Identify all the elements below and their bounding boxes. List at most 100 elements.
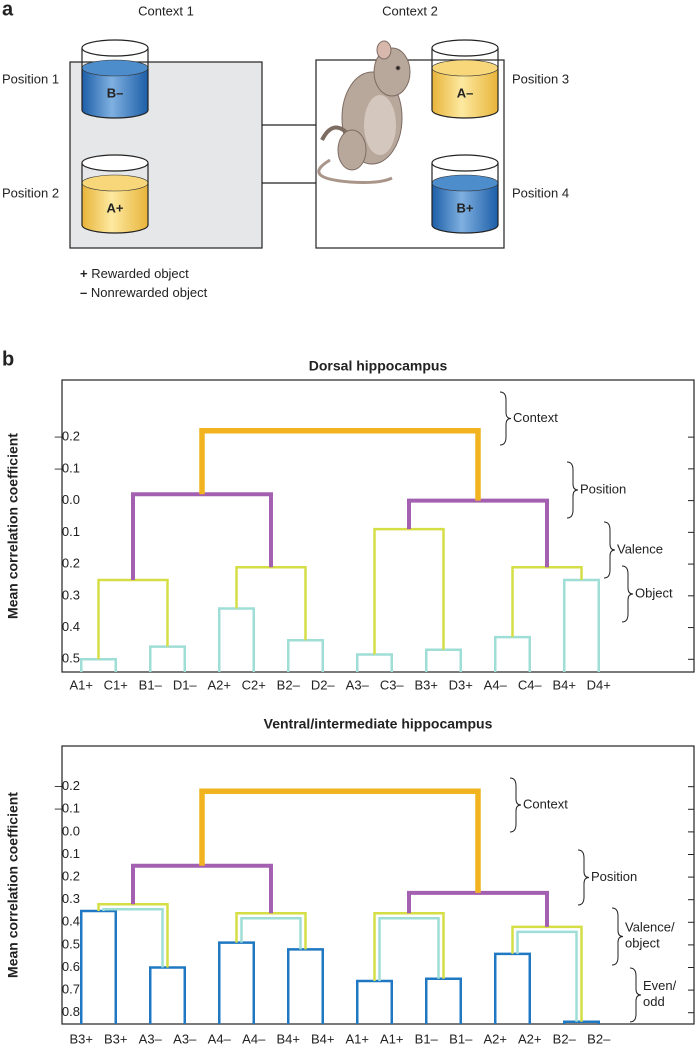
cup-liquid	[82, 183, 148, 233]
cup-liquid-top	[431, 174, 499, 192]
y-tick-label: –0.1	[55, 460, 80, 475]
dendrogram-link	[218, 607, 255, 672]
panel-label: a	[2, 0, 14, 20]
annotation: Context	[513, 410, 558, 425]
dendrogram-link	[373, 527, 445, 655]
annotation-brace	[499, 391, 512, 446]
leaf-label: D4+	[587, 677, 611, 692]
leaf-label: A4–	[484, 677, 508, 692]
leaf-label: A1+	[380, 1031, 404, 1046]
legend-symbol: +	[80, 266, 88, 281]
leaf-label: B1–	[139, 677, 163, 692]
cup-rim	[81, 154, 149, 172]
position-label: Position 2	[2, 185, 59, 200]
leaf-label: B4+	[277, 1031, 301, 1046]
object-label: A+	[107, 200, 124, 215]
leaf-label: A2+	[518, 1031, 542, 1046]
y-tick-label: 0.0	[62, 823, 80, 838]
y-tick-label: 0.4	[62, 914, 80, 929]
dendrogram-link	[511, 566, 583, 638]
dendrogram-link	[131, 863, 273, 914]
leaf-label: B1–	[415, 1031, 439, 1046]
dendrogram-link	[356, 653, 393, 672]
leaf-label: B4+	[311, 1031, 335, 1046]
plot-frame	[61, 745, 695, 1025]
leaf-label: B3+	[70, 1031, 94, 1046]
cup-outline	[431, 163, 499, 234]
leaf-label: A3–	[139, 1031, 163, 1046]
dendrogram-link	[494, 635, 531, 672]
cup-liquid-top	[431, 59, 499, 77]
y-tick-label: 0.3	[62, 891, 80, 906]
y-tick-label: 0.7	[62, 982, 80, 997]
y-axis-title: Mean correlation coefficient	[5, 433, 21, 619]
cup-rim	[81, 39, 149, 57]
annotation-brace	[566, 461, 579, 519]
dendrogram-link	[97, 578, 169, 660]
leaf-label: A1+	[346, 1031, 370, 1046]
y-tick-label: 0.8	[62, 1004, 80, 1019]
legend-entry: – Nonrewarded object	[80, 285, 208, 300]
dendrogram-link	[356, 979, 393, 1024]
cup-liquid-top	[81, 59, 149, 77]
y-tick-label: 0.1	[62, 524, 80, 539]
dendrogram-link	[131, 492, 273, 580]
dendrogram-link	[563, 578, 600, 672]
leaf-label: B2–	[587, 1031, 611, 1046]
cup-liquid	[82, 68, 148, 118]
annotation-brace	[621, 565, 634, 623]
annotation: Position	[580, 481, 626, 496]
annotation: Valence	[617, 541, 663, 556]
dendrogram-link	[407, 498, 549, 568]
leaf-label: A3–	[173, 1031, 197, 1046]
leaf-label: A1+	[70, 677, 94, 692]
y-tick-label: 0.4	[62, 619, 80, 634]
legend-symbol: –	[80, 285, 87, 300]
leaf-label: A4–	[242, 1031, 266, 1046]
y-tick-label: –0.1	[55, 801, 80, 816]
leaf-label: B2–	[277, 677, 301, 692]
legend-text: Rewarded object	[91, 266, 189, 281]
dendrogram-link	[218, 941, 255, 1024]
position-label: Position 4	[512, 185, 569, 200]
chart-title: Ventral/intermediate hippocampus	[264, 716, 493, 732]
annotation: Context	[523, 796, 568, 811]
annotation: Position	[591, 869, 637, 884]
dendrogram-link	[199, 788, 481, 893]
leaf-label: A3–	[346, 677, 370, 692]
y-tick-label: 0.2	[62, 869, 80, 884]
dendrogram-link	[425, 648, 462, 672]
annotation-brace	[577, 849, 590, 906]
dendrogram-link	[378, 917, 440, 982]
y-tick-label: 0.6	[62, 959, 80, 974]
leaf-label: B2–	[553, 1031, 577, 1046]
y-axis-title: Mean correlation coefficient	[5, 792, 21, 978]
leaf-label: D2–	[311, 677, 336, 692]
annotation-line: object	[625, 936, 660, 951]
leaf-label: C2+	[242, 677, 266, 692]
annotation: Object	[635, 585, 673, 600]
annotation-brace	[611, 907, 624, 966]
y-tick-label: 0.0	[62, 492, 80, 507]
leaf-label: C4–	[518, 677, 543, 692]
cup-liquid	[432, 183, 498, 233]
dendrogram-link	[516, 930, 578, 1022]
annotation-brace	[603, 521, 616, 579]
leaf-label: D1–	[173, 677, 198, 692]
dendrogram-link	[149, 645, 186, 672]
y-tick-label: 0.2	[62, 556, 80, 571]
context-label: Context 2	[382, 3, 438, 18]
position-label: Position 1	[2, 71, 59, 86]
dendrogram-link	[102, 907, 164, 968]
leaf-label: B1–	[449, 1031, 473, 1046]
plot-frame	[61, 379, 695, 673]
dendrogram-link	[80, 658, 117, 672]
dendrogram-link	[494, 952, 531, 1024]
panel-label: b	[2, 348, 14, 370]
object-label: B–	[107, 85, 124, 100]
context-label: Context 1	[138, 3, 194, 18]
annotation-line: Valence/	[625, 920, 675, 935]
annotation-brace	[629, 967, 642, 1023]
cup-outline	[81, 163, 149, 234]
